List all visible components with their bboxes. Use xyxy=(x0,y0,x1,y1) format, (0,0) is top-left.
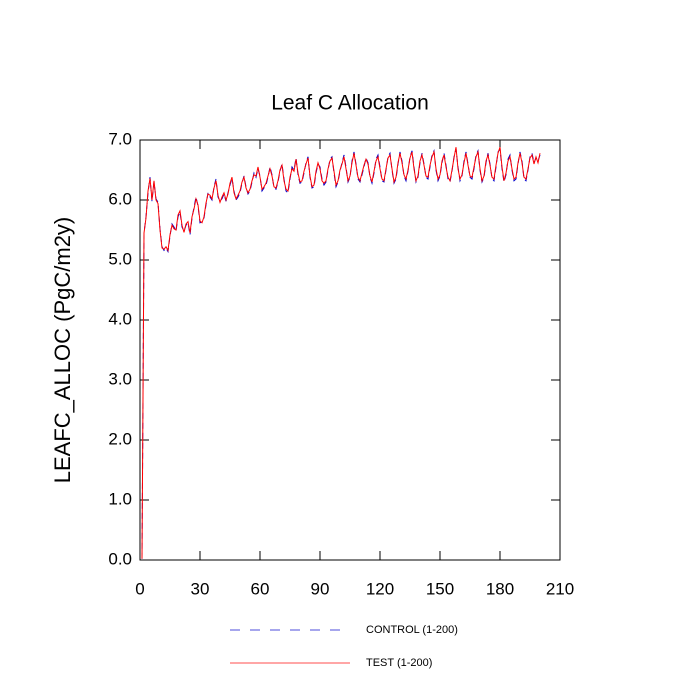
plot-frame xyxy=(139,139,561,561)
y-tick-label: 6.0 xyxy=(108,189,132,208)
x-tick-label: 180 xyxy=(486,579,514,598)
x-tick-label: 0 xyxy=(135,579,144,598)
x-tick-label: 30 xyxy=(191,579,210,598)
x-tick-label: 90 xyxy=(311,579,330,598)
series-line xyxy=(141,147,541,559)
y-tick-label: 3.0 xyxy=(108,369,132,388)
y-tick-label: 5.0 xyxy=(108,249,132,268)
y-tick-label: 2.0 xyxy=(108,429,132,448)
x-tick-label: 60 xyxy=(251,579,270,598)
x-tick-label: 120 xyxy=(366,579,394,598)
y-tick-label: 7.0 xyxy=(108,129,132,148)
legend-label: TEST (1-200) xyxy=(366,657,432,669)
x-tick-label: 210 xyxy=(546,579,574,598)
y-axis-label: LEAFC_ALLOC (PgC/m2y) xyxy=(50,217,75,484)
legend-label: CONTROL (1-200) xyxy=(366,624,458,636)
series-line xyxy=(141,147,541,559)
chart-title: Leaf C Allocation xyxy=(271,92,429,115)
y-tick-label: 1.0 xyxy=(108,489,132,508)
y-tick-label: 4.0 xyxy=(108,309,132,328)
y-tick-label: 0.0 xyxy=(108,549,132,568)
x-tick-label: 150 xyxy=(426,579,454,598)
